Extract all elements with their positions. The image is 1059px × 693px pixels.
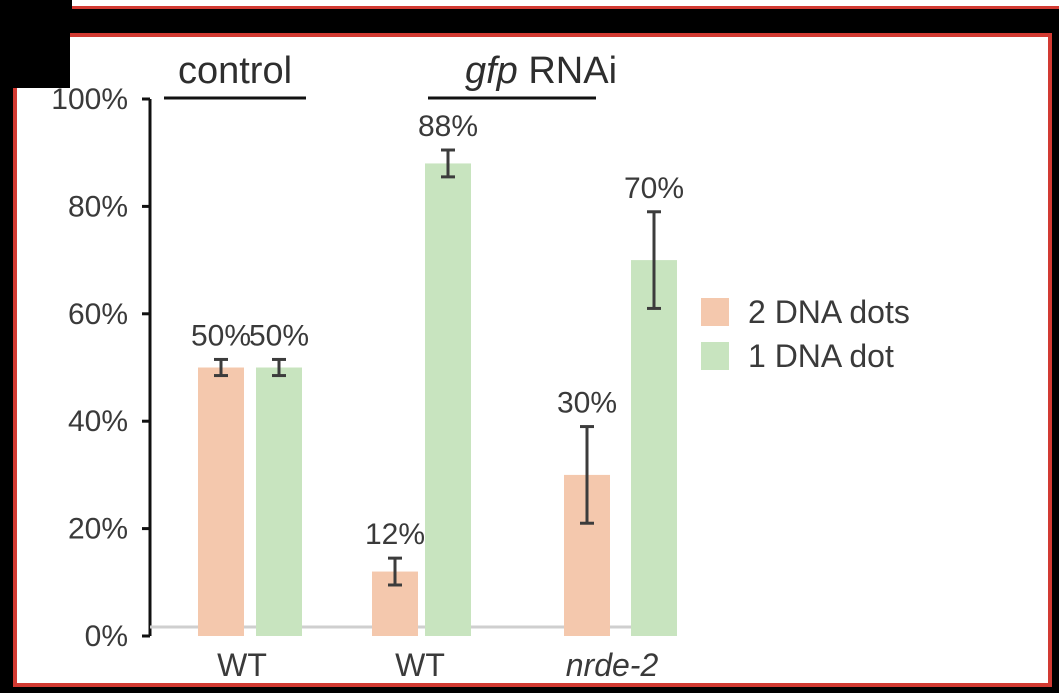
legend-label: 2 DNA dots xyxy=(748,294,910,330)
category-label: WT xyxy=(217,647,267,683)
y-tick-label: 20% xyxy=(68,513,128,546)
data-label: 50% xyxy=(249,319,309,352)
legend: 2 DNA dots 1 DNA dot xyxy=(701,294,910,374)
category-labels: WT WT nrde-2 xyxy=(217,647,658,683)
data-label: 88% xyxy=(418,110,478,143)
y-tick-label: 80% xyxy=(68,190,128,223)
legend-label: 1 DNA dot xyxy=(748,338,894,374)
group-labels: control gfp RNAi xyxy=(164,50,617,100)
corner-block xyxy=(0,0,70,88)
group-label-italic-part: gfp xyxy=(465,50,518,92)
data-label: 12% xyxy=(365,518,425,551)
top-border-strip xyxy=(72,0,1059,9)
category-label: nrde-2 xyxy=(566,647,659,683)
legend-swatch xyxy=(701,342,729,370)
bar xyxy=(425,163,471,636)
y-tick-label: 60% xyxy=(68,298,128,331)
bars: 50% 12% 30% 50% 88% 70% xyxy=(191,110,684,636)
y-tick-label: 40% xyxy=(68,405,128,438)
legend-swatch xyxy=(701,298,729,326)
figure-frame xyxy=(13,33,1052,687)
data-label: 70% xyxy=(624,172,684,205)
group-label-rest: RNAi xyxy=(518,50,617,92)
data-label: 50% xyxy=(191,319,251,352)
y-tick-label: 0% xyxy=(85,620,128,653)
group-label: control xyxy=(178,50,292,92)
y-axis: 0% 20% 40% 60% 80% 100% xyxy=(51,83,650,653)
bar xyxy=(198,367,244,636)
category-label: WT xyxy=(395,647,445,683)
y-tick-label: 100% xyxy=(51,83,128,116)
group-label: gfp RNAi xyxy=(465,50,617,92)
bar xyxy=(256,367,302,636)
bar xyxy=(631,260,677,636)
data-label: 30% xyxy=(557,387,617,420)
